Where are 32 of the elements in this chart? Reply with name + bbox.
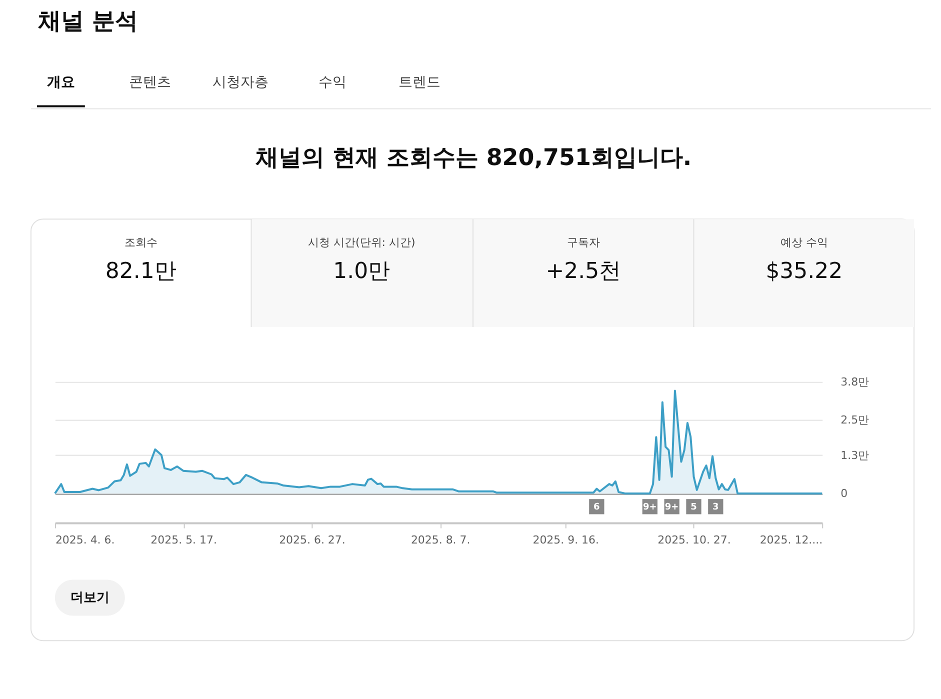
text: 트렌드 xyxy=(398,74,441,90)
text: $35.22 xyxy=(766,259,843,284)
text: 구독자 xyxy=(566,236,600,250)
annotation: 5 xyxy=(690,502,697,513)
x-tick-label: 2025. 12.... xyxy=(760,533,823,546)
text: 더보기 xyxy=(70,590,110,606)
x-tick-label: 2025. 10. 27. xyxy=(658,533,731,546)
text: 개요 xyxy=(46,74,75,90)
y-tick-label: 1.3만 xyxy=(840,448,870,462)
text: 시청자층 xyxy=(212,74,269,90)
annotation: 6 xyxy=(594,502,600,513)
chart-subtitle: 채널의 현재 조회수는 820,751회입니다. xyxy=(254,145,692,172)
y-tick-label: 0 xyxy=(840,486,848,500)
x-tick-label: 2025. 5. 17. xyxy=(150,533,217,546)
text: 1.0만 xyxy=(333,259,390,284)
y-tick-label: 2.5만 xyxy=(840,414,870,427)
text: 시청 시간(단위: 시간) xyxy=(308,236,416,250)
x-tick-label: 2025. 4. 6. xyxy=(55,533,115,546)
text: 예상 수익 xyxy=(780,236,828,250)
y-tick-label: 3.8만 xyxy=(840,375,870,388)
chart-title: 채널 분석 xyxy=(36,8,138,34)
x-tick-label: 2025. 8. 7. xyxy=(410,533,470,546)
text: 조회수 xyxy=(124,236,158,250)
annotation: 9+ xyxy=(664,502,679,513)
text: +2.5천 xyxy=(546,259,622,284)
text: 콘텐츠 xyxy=(128,74,171,90)
annotation: 3 xyxy=(712,502,719,513)
text: 82.1만 xyxy=(105,259,176,284)
x-tick-label: 2025. 6. 27. xyxy=(279,533,346,546)
annotation: 9+ xyxy=(643,502,657,513)
text: 수익 xyxy=(318,74,347,90)
x-tick-label: 2025. 9. 16. xyxy=(532,533,599,546)
